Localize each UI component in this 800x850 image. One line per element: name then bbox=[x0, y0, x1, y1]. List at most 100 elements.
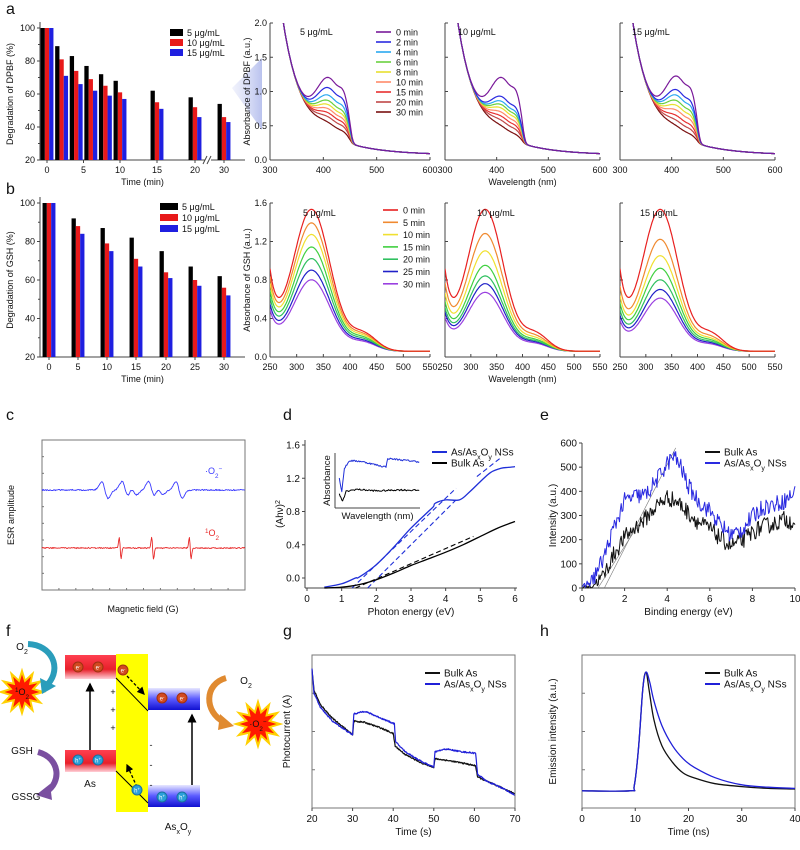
positive-charge: + bbox=[110, 687, 115, 697]
y-tick-label: 300 bbox=[560, 511, 577, 522]
bar bbox=[150, 90, 155, 160]
asxoy-valence-band bbox=[148, 785, 200, 807]
electron-icon bbox=[176, 692, 188, 704]
x-tick-label: 350 bbox=[489, 362, 504, 372]
x-axis-title: Binding energy (eV) bbox=[644, 607, 732, 618]
bar bbox=[63, 75, 69, 160]
x-tick-label: 8 bbox=[750, 594, 756, 605]
axis-break bbox=[205, 155, 211, 165]
hole-transfer-arrow bbox=[126, 763, 138, 788]
plot-frame bbox=[311, 654, 516, 809]
electron-icon bbox=[72, 661, 84, 673]
bar bbox=[69, 56, 75, 160]
panel-label-f: f bbox=[6, 623, 11, 640]
y-tick-label: 40 bbox=[25, 314, 35, 324]
hole-label: h+ bbox=[159, 793, 165, 802]
x-tick-label: 30 bbox=[347, 814, 359, 825]
x-tick-label: 400 bbox=[316, 165, 331, 175]
concentration-label: 10 μg/mL bbox=[458, 27, 496, 37]
y-tick-label: 0.5 bbox=[254, 121, 267, 131]
spectrum-line bbox=[632, 23, 775, 155]
bar bbox=[217, 103, 222, 160]
panel-label-g: g bbox=[283, 623, 292, 640]
bar bbox=[117, 92, 123, 160]
y-tick-label: 0.4 bbox=[254, 314, 267, 324]
spectrum-line bbox=[632, 23, 775, 155]
bar bbox=[107, 95, 112, 160]
y-axis-title: Intensity (a.u.) bbox=[548, 484, 559, 547]
x-tick-label: 2 bbox=[374, 594, 380, 605]
spectrum-line bbox=[445, 232, 600, 352]
legend-label: Bulk As bbox=[724, 669, 757, 680]
x-tick-label: 500 bbox=[567, 362, 582, 372]
x-tick-label: 20 bbox=[190, 165, 200, 175]
negative-charge: - bbox=[150, 780, 153, 790]
bar bbox=[104, 243, 110, 357]
legend-label: 2 min bbox=[396, 38, 418, 48]
tangent-line bbox=[597, 512, 647, 589]
esr-singlet-oxygen-line bbox=[41, 536, 246, 560]
y-axis-title: (Ahν)2 bbox=[275, 500, 287, 528]
y-tick-label: 0.0 bbox=[254, 155, 267, 165]
o2-reduction-arrow-icon bbox=[206, 675, 228, 725]
d-tauc-chart: 0 1 2 3 4 5 6 0.0 0.4 0.8 1.2 1.6 Photon energy (eV)… bbox=[275, 440, 518, 618]
y-axis-title: Absorbance of DPBF (a.u.) bbox=[242, 37, 252, 145]
singlet-oxygen-burst-icon bbox=[0, 667, 47, 717]
x-tick-label: 30 bbox=[736, 814, 748, 825]
legend-swatch bbox=[170, 29, 183, 36]
electron-label: e- bbox=[96, 663, 101, 672]
bar bbox=[217, 276, 222, 357]
esr-superoxide-line bbox=[41, 480, 245, 500]
legend-label: 30 min bbox=[396, 108, 423, 118]
spectrum-line bbox=[457, 23, 600, 155]
concentration-label: 15 μg/mL bbox=[640, 208, 678, 218]
axis-break-mark bbox=[206, 155, 212, 165]
y-tick-label: 400 bbox=[560, 487, 577, 498]
gsh-oxidation-arrow-icon bbox=[36, 749, 60, 795]
electron-icon bbox=[92, 661, 104, 673]
x-axis-title: Time (min) bbox=[121, 374, 164, 384]
series-line bbox=[581, 671, 796, 792]
x-tick-label: 550 bbox=[422, 362, 437, 372]
x-tick-label: 450 bbox=[369, 362, 384, 372]
g-photocurrent-chart: 20 30 40 50 60 70 Time (s) Photocurrent (A) Bulk… bbox=[282, 654, 521, 838]
legend-label: As/AsxOy NSs bbox=[724, 459, 787, 473]
y-axis-title: Degradation of GSH (%) bbox=[5, 231, 15, 329]
legend-label: 4 min bbox=[396, 48, 418, 58]
y-tick-label: 80 bbox=[25, 56, 35, 66]
bar bbox=[113, 80, 118, 160]
x-tick-label: 2 bbox=[622, 594, 628, 605]
panel-label-h: h bbox=[540, 623, 549, 640]
x-axis-title: Time (ns) bbox=[668, 827, 710, 838]
y-tick-label: 0 bbox=[571, 584, 577, 595]
legend-label: 10 min bbox=[396, 78, 423, 88]
electron-icon bbox=[117, 664, 129, 676]
bar bbox=[71, 218, 76, 357]
x-tick-label: 500 bbox=[541, 165, 556, 175]
y-axis-title: Photocurrent (A) bbox=[282, 695, 293, 768]
superoxide-label: ·O2− bbox=[249, 719, 267, 733]
x-tick-label: 15 bbox=[131, 362, 141, 372]
legend-label: As/AsxOy NSs bbox=[451, 448, 514, 462]
x-tick-label: 4 bbox=[664, 594, 670, 605]
legend-label: As/AsxOy NSs bbox=[444, 680, 507, 694]
bar bbox=[74, 70, 79, 160]
x-tick-label: 15 bbox=[152, 165, 162, 175]
hole-icon bbox=[72, 754, 84, 766]
legend-label: 20 min bbox=[403, 255, 430, 265]
x-tick-label: 20 bbox=[683, 814, 695, 825]
x-tick-label: 30 bbox=[219, 165, 229, 175]
x-tick-label: 4 bbox=[443, 594, 449, 605]
bar bbox=[188, 97, 193, 160]
x-tick-label: 600 bbox=[422, 165, 437, 175]
x-tick-label: 500 bbox=[369, 165, 384, 175]
bar bbox=[59, 59, 64, 160]
b-bar-chart: 20 40 60 80 100 0 5 10 15 20 25 30 Time (min) Degrada… bbox=[5, 197, 245, 384]
x-tick-label: 60 bbox=[469, 814, 481, 825]
bar bbox=[122, 98, 127, 160]
x-tick-label: 300 bbox=[638, 362, 653, 372]
hole-label: h+ bbox=[134, 786, 140, 795]
x-tick-label: 500 bbox=[396, 362, 411, 372]
bar bbox=[84, 65, 89, 160]
